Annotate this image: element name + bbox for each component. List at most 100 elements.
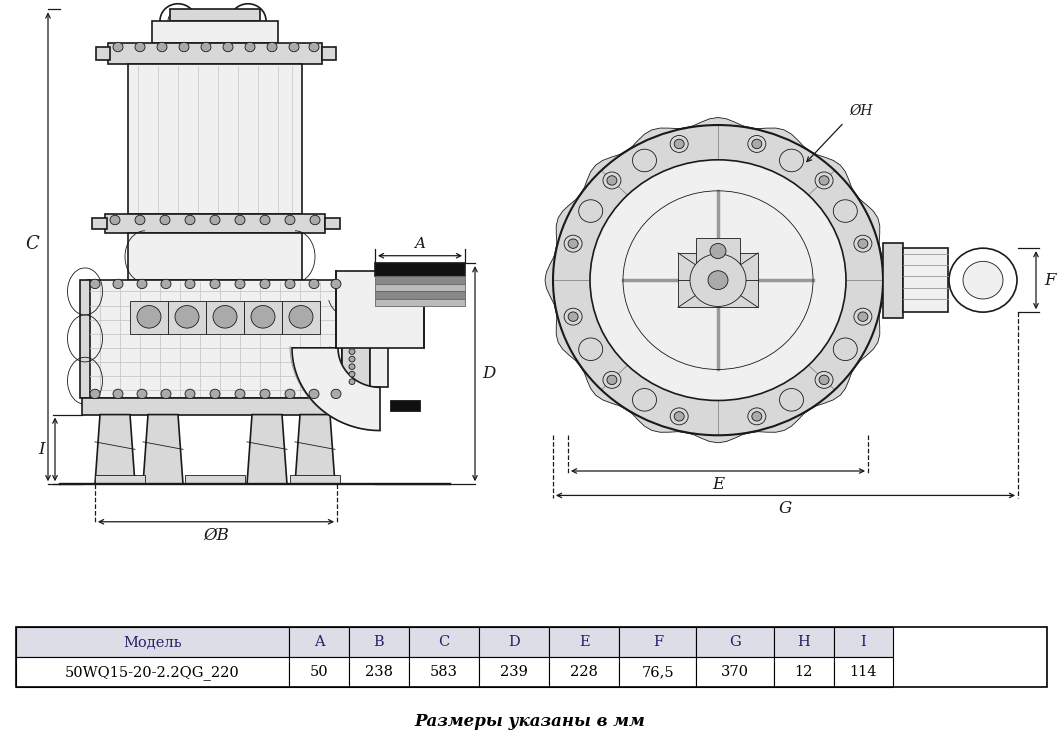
- Circle shape: [113, 389, 123, 399]
- Circle shape: [833, 200, 857, 223]
- Circle shape: [578, 338, 603, 360]
- Bar: [289, 657, 349, 687]
- Text: ØB: ØB: [203, 526, 229, 543]
- Bar: [902, 248, 948, 312]
- Circle shape: [331, 279, 341, 289]
- Bar: [375, 299, 465, 307]
- Text: D: D: [508, 635, 520, 649]
- Text: G: G: [729, 635, 741, 649]
- Circle shape: [349, 379, 355, 385]
- Circle shape: [135, 215, 145, 225]
- Circle shape: [260, 389, 270, 399]
- Bar: [883, 242, 902, 318]
- Circle shape: [748, 136, 765, 153]
- Circle shape: [213, 306, 237, 328]
- Polygon shape: [545, 117, 891, 443]
- Circle shape: [607, 375, 617, 385]
- Circle shape: [854, 308, 872, 325]
- Circle shape: [157, 42, 167, 52]
- Bar: [239, 32, 257, 43]
- Bar: [370, 346, 388, 388]
- Circle shape: [201, 42, 210, 52]
- Polygon shape: [296, 415, 335, 484]
- Bar: [82, 398, 350, 415]
- Circle shape: [309, 42, 319, 52]
- Bar: [409, 657, 479, 687]
- Circle shape: [670, 408, 688, 425]
- Circle shape: [244, 42, 255, 52]
- Circle shape: [710, 243, 726, 259]
- Text: A: A: [415, 237, 425, 251]
- Bar: [130, 301, 168, 334]
- Circle shape: [833, 338, 857, 360]
- Text: G: G: [779, 500, 792, 517]
- Circle shape: [349, 371, 355, 377]
- Circle shape: [161, 215, 170, 225]
- Circle shape: [260, 215, 270, 225]
- Bar: [774, 657, 833, 687]
- Circle shape: [854, 235, 872, 252]
- Bar: [16, 627, 1047, 687]
- Circle shape: [235, 279, 244, 289]
- Circle shape: [210, 279, 220, 289]
- Bar: [833, 657, 893, 687]
- Bar: [105, 214, 325, 233]
- Text: E: E: [712, 475, 724, 492]
- Bar: [170, 10, 260, 21]
- Circle shape: [175, 306, 199, 328]
- Circle shape: [285, 389, 296, 399]
- Bar: [375, 291, 465, 299]
- Text: C: C: [438, 635, 450, 649]
- Bar: [322, 47, 336, 60]
- Bar: [696, 657, 774, 687]
- Circle shape: [564, 308, 583, 325]
- Bar: [16, 627, 289, 657]
- Circle shape: [161, 279, 171, 289]
- Bar: [479, 657, 549, 687]
- Circle shape: [137, 306, 161, 328]
- Bar: [696, 238, 740, 264]
- Bar: [390, 399, 420, 411]
- Bar: [619, 657, 696, 687]
- Bar: [409, 627, 479, 657]
- Circle shape: [670, 136, 688, 153]
- Circle shape: [285, 279, 296, 289]
- Circle shape: [949, 248, 1017, 312]
- Bar: [169, 32, 187, 43]
- Circle shape: [135, 42, 145, 52]
- Circle shape: [161, 389, 171, 399]
- Bar: [108, 43, 322, 64]
- Bar: [342, 346, 370, 388]
- Text: H: H: [797, 635, 810, 649]
- Circle shape: [331, 389, 341, 399]
- Circle shape: [858, 239, 867, 248]
- Bar: [375, 284, 465, 291]
- Circle shape: [137, 279, 147, 289]
- Circle shape: [168, 11, 188, 30]
- Polygon shape: [292, 348, 379, 430]
- Text: D: D: [483, 365, 495, 382]
- Circle shape: [603, 371, 621, 388]
- Bar: [80, 280, 90, 398]
- Bar: [206, 301, 244, 334]
- Circle shape: [815, 371, 833, 388]
- Polygon shape: [247, 415, 287, 484]
- Bar: [185, 475, 244, 484]
- Text: F: F: [653, 635, 663, 649]
- Text: 583: 583: [429, 666, 458, 680]
- Circle shape: [858, 312, 867, 321]
- Circle shape: [230, 4, 266, 38]
- Bar: [168, 301, 206, 334]
- Circle shape: [603, 172, 621, 189]
- Bar: [696, 627, 774, 657]
- Circle shape: [285, 215, 296, 225]
- Circle shape: [90, 279, 100, 289]
- Circle shape: [568, 312, 578, 321]
- Bar: [95, 475, 145, 484]
- Circle shape: [553, 125, 883, 436]
- Bar: [152, 21, 279, 43]
- Circle shape: [185, 389, 195, 399]
- Bar: [290, 475, 340, 484]
- Text: Модель: Модель: [123, 635, 182, 649]
- Text: 370: 370: [721, 666, 749, 680]
